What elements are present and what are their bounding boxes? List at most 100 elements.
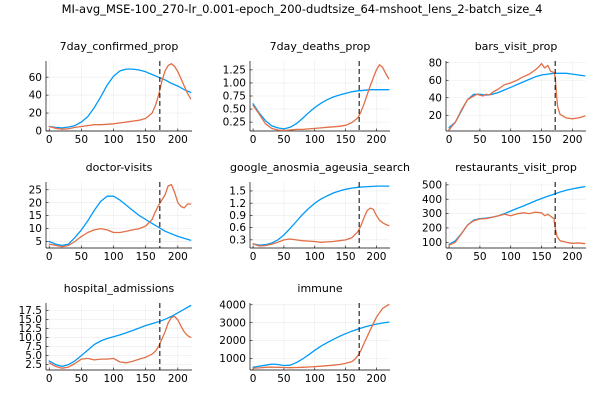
x-tick-label: 200: [168, 373, 188, 385]
subplot-title: 7day_deaths_prop: [270, 40, 371, 53]
y-tick-label: 10: [29, 223, 42, 235]
subplot-title: doctor-visits: [86, 161, 153, 174]
x-tick-label: 150: [136, 134, 156, 146]
x-tick-label: 0: [46, 134, 53, 146]
y-tick-label: 1.00: [223, 78, 246, 90]
series-2-line: [48, 183, 192, 248]
y-tick-label: 1000: [219, 353, 246, 365]
y-tick-label: 10.0: [19, 332, 42, 344]
x-tick-label: 100: [104, 251, 124, 263]
x-tick-label: 100: [104, 134, 124, 146]
x-tick-label: 0: [46, 373, 53, 385]
series-2-line: [252, 64, 390, 131]
y-tick-label: 60: [429, 75, 442, 87]
y-tick-label: 20: [29, 197, 42, 209]
x-tick-label: 0: [446, 251, 453, 263]
x-tick-label: 50: [75, 134, 88, 146]
x-tick-label: 50: [473, 134, 486, 146]
y-tick-label: 1.5: [229, 186, 246, 198]
subplot-immune: immune 0 50 100 150 200 1000 2000 3000 4000: [219, 282, 390, 385]
y-tick-label: 5.0: [25, 350, 42, 362]
y-tick-label: 15.0: [19, 314, 42, 326]
series-1-line: [448, 185, 586, 246]
x-tick-label: 100: [501, 251, 521, 263]
x-tick-label: 0: [46, 251, 53, 263]
series-1-line: [48, 68, 192, 129]
x-tick-label: 0: [250, 134, 257, 146]
x-tick-label: 50: [75, 373, 88, 385]
subplot-title: bars_visit_prop: [475, 40, 558, 53]
y-tick-label: 500: [422, 179, 442, 191]
y-tick-label: 100: [422, 237, 442, 249]
x-tick-label: 150: [136, 373, 156, 385]
x-tick-label: 200: [366, 251, 386, 263]
x-tick-label: 50: [277, 134, 290, 146]
series-2-line: [48, 315, 192, 369]
figure-title: MI-avg_MSE-100_270-lr_0.001-epoch_200-du…: [62, 2, 543, 16]
y-tick-label: 0.50: [223, 104, 246, 116]
y-tick-label: 3000: [219, 317, 246, 329]
subplot-bars-visit-prop: bars_visit_prop 0 50 100 150 200 20 40 60 80: [429, 40, 586, 146]
y-tick-label: 0.6: [229, 222, 246, 234]
series-2-line: [252, 207, 390, 247]
y-tick-label: 15: [29, 210, 42, 222]
series-1-line: [48, 304, 192, 368]
y-tick-label: 40: [29, 90, 42, 102]
y-tick-label: 200: [422, 223, 442, 235]
x-tick-label: 50: [473, 251, 486, 263]
series-2-line: [48, 63, 192, 130]
series-1-line: [252, 89, 390, 130]
x-tick-label: 0: [250, 251, 257, 263]
y-tick-label: 20: [429, 110, 442, 122]
series-1-line: [252, 185, 390, 246]
y-tick-label: 300: [422, 208, 442, 220]
x-tick-label: 100: [104, 373, 124, 385]
y-tick-label: 400: [422, 194, 442, 206]
y-tick-label: 0.9: [229, 210, 246, 222]
subplot-title: google_anosmia_ageusia_search: [230, 161, 410, 174]
x-tick-label: 0: [446, 134, 453, 146]
x-tick-label: 100: [305, 134, 325, 146]
y-tick-label: 0: [35, 126, 42, 138]
x-tick-label: 100: [305, 251, 325, 263]
y-tick-label: 17.5: [19, 305, 42, 317]
y-tick-label: 25: [29, 184, 42, 196]
x-tick-label: 150: [336, 251, 356, 263]
x-tick-label: 150: [136, 251, 156, 263]
y-tick-label: 7.5: [25, 341, 42, 353]
y-tick-label: 2.5: [25, 359, 42, 371]
x-tick-label: 0: [250, 373, 257, 385]
series-2-line: [448, 211, 586, 246]
x-tick-label: 150: [532, 134, 552, 146]
x-tick-label: 100: [501, 134, 521, 146]
subplot-7day-confirmed-prop: 7day_confirmed_prop 0 50 100 150 200 0 20 40 60: [29, 40, 192, 146]
series-2-line: [252, 303, 390, 369]
x-tick-label: 150: [336, 373, 356, 385]
x-tick-label: 200: [562, 251, 582, 263]
y-tick-label: 0.3: [229, 234, 246, 246]
subplot-google-anosmia-ageusia-search: google_anosmia_ageusia_search 0 50 100 150 20…: [229, 161, 410, 263]
y-tick-label: 5: [35, 236, 42, 248]
x-tick-label: 50: [75, 251, 88, 263]
subplot-7day-deaths-prop: 7day_deaths_prop 0 50 100 150 200 0.250.500.75…: [223, 40, 390, 146]
x-tick-label: 150: [336, 134, 356, 146]
y-tick-label: 80: [429, 57, 442, 69]
x-tick-label: 150: [532, 251, 552, 263]
x-tick-label: 200: [168, 251, 188, 263]
y-tick-label: 40: [429, 92, 442, 104]
y-tick-label: 0.75: [223, 91, 246, 103]
subplot-title: immune: [297, 282, 342, 295]
subplot-title: hospital_admissions: [64, 282, 175, 295]
subplot-restaurants-visit-prop: restaurants_visit_prop 0 50 100 150 200 100 200…: [422, 161, 586, 263]
x-tick-label: 50: [277, 373, 290, 385]
y-tick-label: 60: [29, 72, 42, 84]
y-tick-label: 4000: [219, 299, 246, 311]
y-tick-label: 1.2: [229, 198, 246, 210]
x-tick-label: 100: [305, 373, 325, 385]
x-tick-label: 200: [562, 134, 582, 146]
series-1-line: [252, 321, 390, 368]
x-tick-label: 200: [168, 134, 188, 146]
y-tick-label: 12.5: [19, 323, 42, 335]
